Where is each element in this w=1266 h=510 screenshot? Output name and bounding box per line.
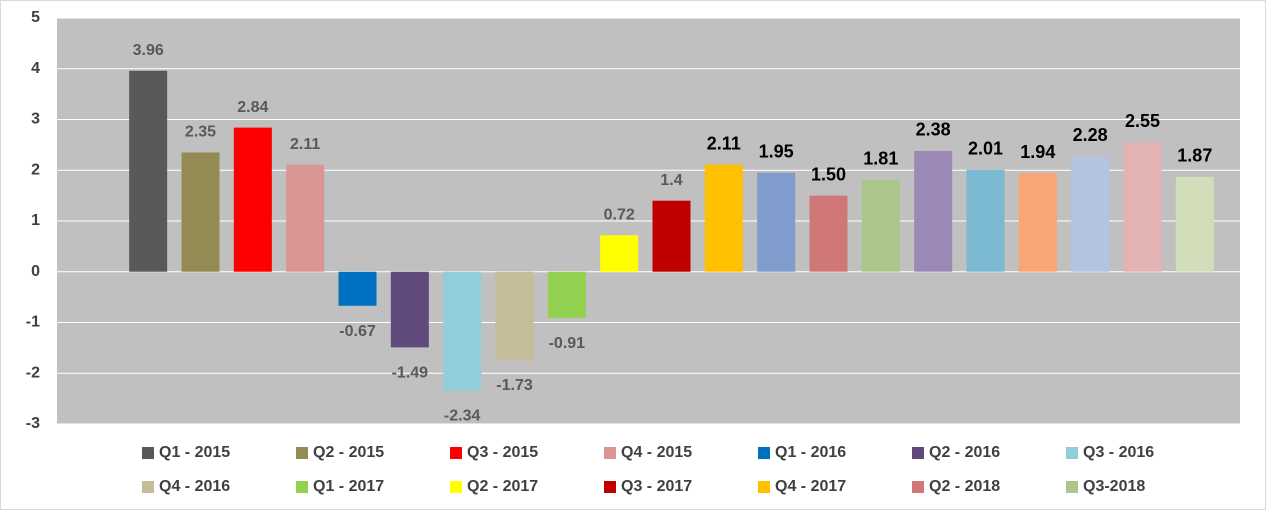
legend-swatch (758, 481, 770, 493)
legend-label: Q1 - 2016 (775, 444, 846, 461)
y-tick-label: 5 (31, 9, 40, 26)
bar (390, 271, 429, 348)
legend-swatch (450, 447, 462, 459)
bar (757, 172, 796, 272)
legend-label: Q4 - 2017 (775, 478, 846, 495)
data-label: 2.55 (1125, 111, 1160, 131)
data-label: 0.72 (604, 206, 635, 223)
legend-swatch (912, 481, 924, 493)
bar (652, 200, 691, 272)
bar (966, 169, 1005, 272)
data-label: 2.11 (707, 133, 741, 153)
legend-label: Q2 - 2015 (313, 444, 384, 461)
data-label: 2.28 (1073, 125, 1108, 145)
bar (338, 271, 377, 306)
data-label: 1.50 (811, 164, 846, 184)
legend-label: Q4 - 2016 (159, 478, 230, 495)
data-label: -1.49 (392, 365, 429, 382)
bar (1018, 173, 1057, 272)
data-label: 1.95 (759, 142, 794, 162)
bar (600, 235, 639, 272)
data-label: 2.11 (290, 136, 320, 153)
legend-label: Q1 - 2017 (313, 478, 384, 495)
legend-swatch (604, 447, 616, 459)
data-label: 1.94 (1020, 142, 1055, 162)
bar (1123, 142, 1162, 272)
bar (233, 127, 272, 272)
legend-swatch (296, 481, 308, 493)
legend-swatch (912, 447, 924, 459)
bar (1175, 176, 1214, 272)
legend-label: Q3 - 2016 (1083, 444, 1154, 461)
legend-label: Q3 - 2015 (467, 444, 538, 461)
legend-swatch (142, 447, 154, 459)
y-tick-label: 1 (31, 212, 40, 229)
legend-swatch (296, 447, 308, 459)
legend-label: Q3 - 2017 (621, 478, 692, 495)
bar (443, 271, 482, 391)
legend-label: Q2 - 2017 (467, 478, 538, 495)
bar (547, 271, 586, 318)
data-label: 3.96 (133, 42, 164, 59)
bar (181, 152, 220, 272)
y-tick-label: -2 (26, 364, 40, 381)
data-label: 1.81 (863, 149, 898, 169)
legend-swatch (1066, 481, 1078, 493)
legend-label: Q4 - 2015 (621, 444, 692, 461)
data-label: 2.84 (237, 99, 268, 116)
y-tick-label: -3 (26, 415, 40, 432)
y-tick-label: 4 (31, 60, 40, 77)
legend-swatch (1066, 447, 1078, 459)
y-tick-label: -1 (26, 314, 40, 331)
legend-swatch (604, 481, 616, 493)
data-label: 2.38 (916, 120, 951, 140)
data-label: 2.35 (185, 124, 216, 141)
legend-swatch (758, 447, 770, 459)
y-tick-label: 2 (31, 161, 40, 178)
data-label: -1.73 (496, 377, 533, 394)
data-label: 1.4 (660, 172, 682, 189)
bar (129, 70, 168, 272)
legend-label: Q1 - 2015 (159, 444, 230, 461)
data-label: -0.67 (339, 323, 376, 340)
data-label: -2.34 (444, 408, 481, 425)
legend-label: Q3-2018 (1083, 478, 1145, 495)
bar (495, 271, 534, 360)
bar (861, 179, 900, 272)
legend-label: Q2 - 2018 (929, 478, 1000, 495)
data-label: -0.91 (549, 335, 586, 352)
legend-swatch (450, 481, 462, 493)
bar (704, 164, 743, 272)
legend-label: Q2 - 2016 (929, 444, 1000, 461)
legend-swatch (142, 481, 154, 493)
data-label: 2.01 (968, 138, 1003, 158)
y-tick-label: 3 (31, 111, 40, 128)
bar (1071, 156, 1110, 272)
bar (914, 150, 953, 272)
bar (286, 164, 325, 272)
bar (809, 195, 848, 272)
data-label: 1.87 (1177, 146, 1212, 166)
y-tick-label: 0 (31, 263, 40, 280)
